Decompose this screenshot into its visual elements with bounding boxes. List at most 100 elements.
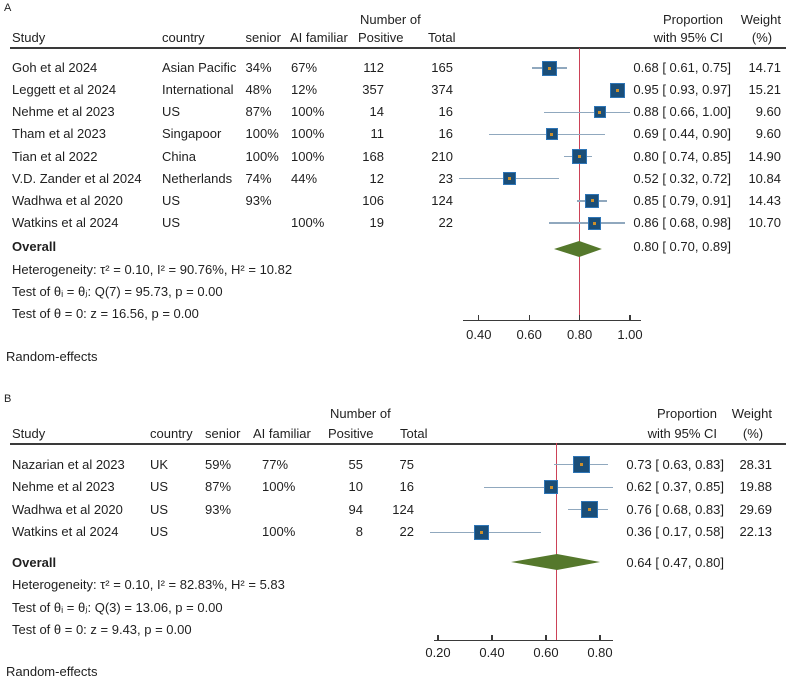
study-country: US <box>150 524 169 540</box>
study-positive-count: 11 <box>370 126 385 142</box>
col-header-proportion-ci: with 95% CI <box>653 30 723 45</box>
study-proportion-ci: 0.73 [ 0.63, 0.83] <box>626 456 724 472</box>
stats-line: Test of θ = 0: z = 16.56, p = 0.00 <box>12 306 199 321</box>
ci-whisker <box>544 111 630 113</box>
x-axis-tick-label: 0.40 <box>479 645 505 660</box>
study-name: Wadhwa et al 2020 <box>12 501 123 517</box>
panel-a-label: A <box>4 2 12 14</box>
study-proportion-ci: 0.88 [ 0.66, 1.00] <box>633 104 731 120</box>
effect-marker-dot <box>549 485 553 489</box>
x-axis-tick <box>437 635 439 640</box>
stats-line: Test of θᵢ = θⱼ: Q(7) = 95.73, p = 0.00 <box>12 284 223 299</box>
study-name: Nehme et al 2023 <box>12 104 115 120</box>
study-ai-familiar-value: 67% <box>291 60 318 75</box>
header-rule <box>10 47 786 49</box>
study-positive-count: 14 <box>369 104 384 120</box>
study-weight: 14.71 <box>748 60 781 75</box>
effect-marker-dot <box>507 177 511 181</box>
header-rule <box>10 443 786 445</box>
x-axis-tick <box>545 635 547 640</box>
study-name: Watkins et al 2024 <box>12 524 119 540</box>
x-axis-tick <box>478 315 480 320</box>
model-label: Random-effects <box>6 349 98 364</box>
study-total-count: 16 <box>438 126 453 142</box>
study-ai-familiar-value: 100% <box>262 479 296 495</box>
study-ai-familiar-value: 100% <box>291 126 325 142</box>
stats-line: Test of θᵢ = θⱼ: Q(3) = 13.06, p = 0.00 <box>12 599 223 615</box>
study-senior-value: 34% <box>245 60 272 75</box>
x-axis-tick <box>579 315 581 320</box>
col-header-proportion: Proportion <box>657 406 717 421</box>
effect-marker-dot <box>547 66 551 70</box>
col-header-weight: Weight <box>731 406 772 421</box>
study-total-count: 124 <box>431 192 453 208</box>
study-positive-count: 10 <box>348 479 363 495</box>
effect-marker-dot <box>615 88 619 92</box>
study-total-count: 22 <box>438 215 453 231</box>
study-weight: 14.43 <box>748 192 781 208</box>
study-country: International <box>162 82 234 98</box>
study-ai-familiar-value: 100% <box>291 148 325 164</box>
study-total-count: 124 <box>392 501 414 517</box>
study-total-count: 374 <box>431 82 453 98</box>
col-header-total: Total <box>400 426 428 441</box>
x-axis-tick-label: 0.80 <box>566 327 593 342</box>
study-positive-count: 12 <box>369 170 384 186</box>
study-senior-value: 48% <box>245 82 272 98</box>
study-senior-value: 59% <box>205 456 232 472</box>
ci-whisker <box>549 222 625 224</box>
study-weight: 22.13 <box>739 524 772 540</box>
study-country: US <box>150 479 169 495</box>
study-ai-familiar-value: 100% <box>291 215 325 231</box>
effect-marker-dot <box>593 221 597 225</box>
study-proportion-ci: 0.95 [ 0.93, 0.97] <box>633 82 731 98</box>
study-country: US <box>150 501 169 517</box>
col-header-number-of: Number of <box>330 406 391 421</box>
study-name: Tian et al 2022 <box>12 148 98 164</box>
study-country: US <box>162 215 181 231</box>
x-axis-tick <box>629 315 631 320</box>
x-axis <box>434 640 613 642</box>
study-proportion-ci: 0.62 [ 0.37, 0.85] <box>626 479 724 495</box>
col-header-weight-unit: (%) <box>742 426 764 441</box>
study-name: Goh et al 2024 <box>12 60 98 75</box>
study-weight: 15.21 <box>748 82 781 98</box>
model-label: Random-effects <box>6 664 98 679</box>
x-axis <box>463 320 641 322</box>
study-total-count: 16 <box>399 479 414 495</box>
study-name: Watkins et al 2024 <box>12 215 119 231</box>
study-ai-familiar-value: 12% <box>291 82 318 98</box>
study-total-count: 22 <box>399 524 414 540</box>
study-weight: 29.69 <box>739 501 772 517</box>
study-total-count: 75 <box>399 456 414 472</box>
study-name: Wadhwa et al 2020 <box>12 192 123 208</box>
study-weight: 28.31 <box>739 456 772 472</box>
study-country: China <box>162 148 196 164</box>
study-name: Tham et al 2023 <box>12 126 106 142</box>
col-header-weight-unit: (%) <box>751 30 773 45</box>
study-ai-familiar-value: 77% <box>262 456 289 472</box>
study-positive-count: 357 <box>362 82 384 98</box>
col-header-country: country <box>150 426 193 441</box>
study-country: Netherlands <box>162 170 233 186</box>
panel-b-label: B <box>4 393 12 405</box>
study-country: US <box>162 104 181 120</box>
col-header-senior: senior <box>245 30 281 45</box>
overall-diamond <box>554 241 603 257</box>
stats-line: Heterogeneity: τ² = 0.10, I² = 82.83%, H… <box>12 577 285 592</box>
overall-proportion-ci: 0.80 [ 0.70, 0.89] <box>633 239 731 254</box>
study-weight: 14.90 <box>748 148 781 164</box>
effect-marker-dot <box>598 110 602 114</box>
col-header-ai-familiar: AI familiar <box>290 30 348 45</box>
col-header-positive: Positive <box>328 426 374 441</box>
effect-marker-dot <box>550 132 554 136</box>
study-ai-familiar-value: 100% <box>262 524 296 540</box>
col-header-total: Total <box>428 30 456 45</box>
col-header-ai-familiar: AI familiar <box>253 426 311 441</box>
x-axis-tick <box>491 635 493 640</box>
study-weight: 9.60 <box>755 104 781 120</box>
x-axis-tick-label: 0.20 <box>425 645 451 660</box>
